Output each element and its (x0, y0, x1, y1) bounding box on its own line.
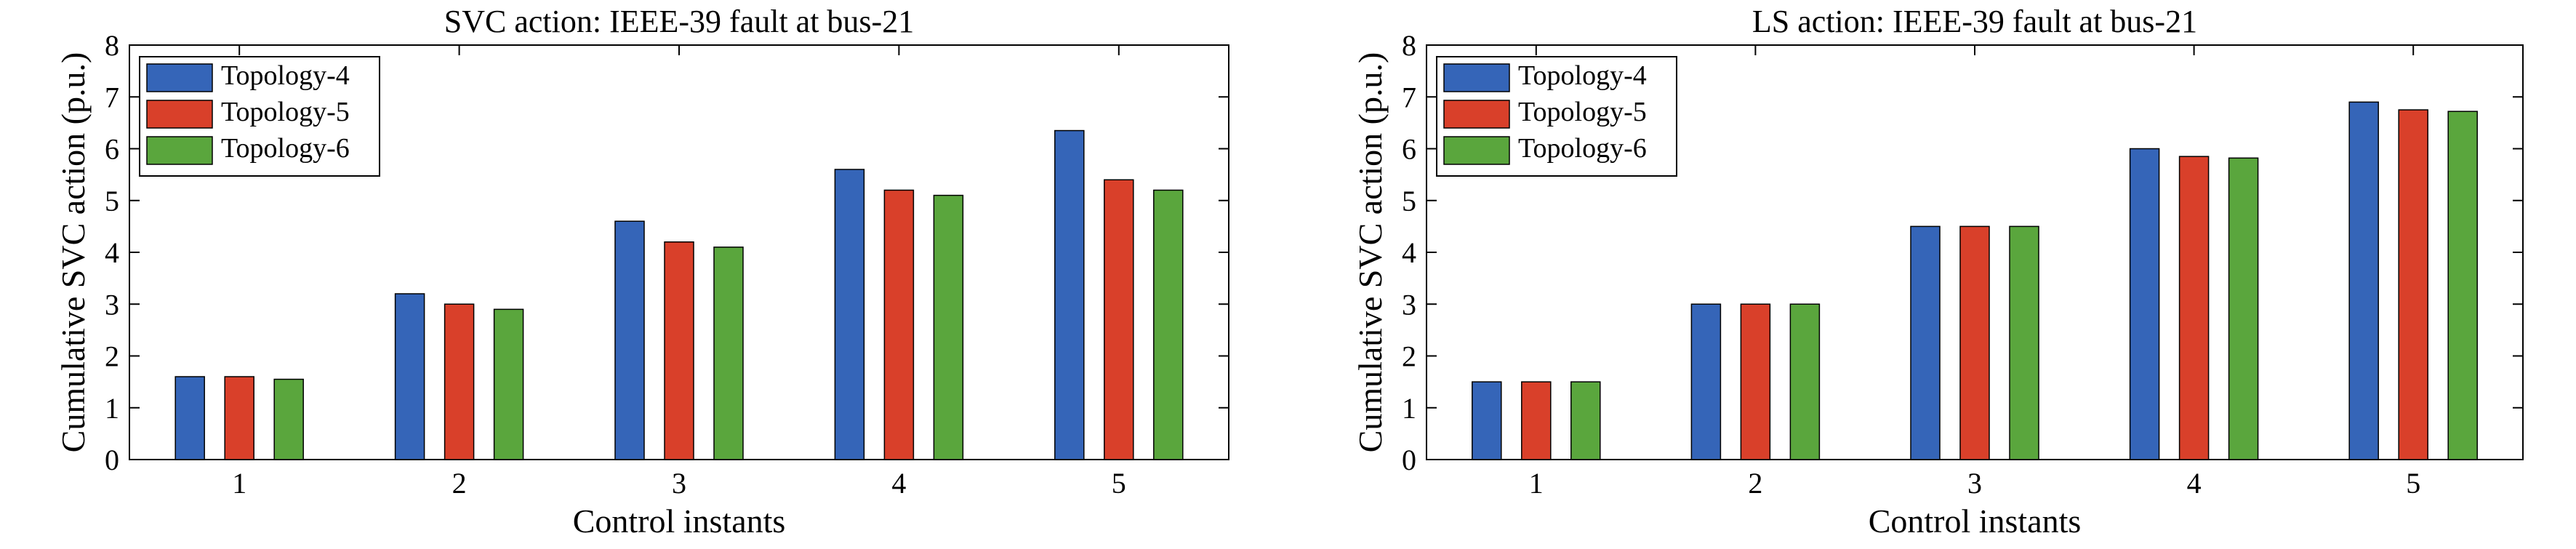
y-tick-label: 2 (1402, 340, 1416, 373)
chart-title: LS action: IEEE-39 fault at bus-21 (1752, 4, 2197, 39)
legend-label: Topology-5 (221, 97, 350, 127)
legend-swatch (1443, 100, 1510, 129)
x-axis-label: Control instants (573, 502, 786, 540)
x-tick-label: 4 (2187, 467, 2202, 500)
y-tick-label: 0 (1402, 444, 1416, 476)
legend-label: Topology-4 (221, 60, 350, 91)
bar-topology-5 (1104, 179, 1134, 460)
x-tick-label: 3 (1967, 467, 1982, 500)
bar-topology-4 (1054, 129, 1085, 460)
bar-topology-5 (883, 189, 915, 460)
y-tick-label: 5 (105, 185, 119, 217)
bar-topology-4 (2129, 148, 2160, 460)
bar-topology-4 (1472, 381, 1502, 460)
x-tick-label: 4 (891, 467, 906, 500)
legend-swatch (146, 136, 213, 165)
legend: Topology-4 Topology-5 Topology-6 (1436, 56, 1677, 177)
bar-topology-4 (1690, 303, 1722, 460)
chart-panel-2: LS action: IEEE-39 fault at bus-21 0 1 2 3 4 5… (1352, 4, 2524, 540)
legend-label: Topology-4 (1518, 60, 1647, 91)
bar-topology-6 (713, 247, 744, 460)
bar-topology-6 (273, 378, 304, 460)
bar-topology-6 (1570, 381, 1601, 460)
bar-topology-5 (224, 376, 254, 460)
x-tick-label: 1 (232, 467, 246, 500)
legend-swatch (1443, 136, 1510, 165)
y-tick-label: 3 (105, 288, 119, 321)
legend: Topology-4 Topology-5 Topology-6 (139, 56, 380, 177)
legend-label: Topology-6 (221, 133, 350, 164)
bar-topology-6 (1789, 303, 1821, 460)
bar-topology-5 (2398, 109, 2428, 460)
x-tick-label: 1 (1529, 467, 1544, 500)
bar-topology-6 (493, 308, 524, 460)
x-tick-label: 3 (672, 467, 686, 500)
y-axis-label: Cumulative SVC action (p.u.) (1352, 52, 1389, 453)
y-tick-label: 2 (105, 340, 119, 373)
bar-topology-6 (2447, 111, 2478, 460)
y-tick-label: 1 (105, 392, 119, 425)
x-tick-label: 5 (1112, 467, 1126, 500)
y-tick-label: 6 (105, 133, 119, 166)
y-tick-label: 3 (1402, 288, 1416, 321)
bar-topology-4 (834, 169, 865, 460)
chart-panel-1: SVC action: IEEE-39 fault at bus-21 0 1 2 3 4… (55, 4, 1229, 540)
x-tick-label: 5 (2406, 467, 2420, 500)
bar-topology-6 (933, 194, 964, 460)
bar-topology-5 (2178, 156, 2210, 460)
bar-topology-5 (1740, 303, 1771, 460)
bar-topology-4 (394, 293, 425, 460)
y-tick-label: 4 (1402, 236, 1416, 269)
bar-topology-5 (444, 303, 475, 460)
bar-topology-5 (1959, 225, 1990, 460)
y-tick-label: 0 (105, 444, 119, 476)
bar-topology-6 (1153, 189, 1184, 460)
x-tick-label: 2 (1748, 467, 1762, 500)
legend-swatch (1443, 63, 1510, 92)
legend-label: Topology-5 (1518, 97, 1647, 127)
y-tick-label: 1 (1402, 392, 1416, 425)
y-tick-label: 7 (105, 81, 119, 113)
bar-topology-5 (1521, 381, 1552, 460)
y-tick-label: 6 (1402, 133, 1416, 166)
y-tick-label: 8 (1402, 29, 1416, 62)
bar-topology-6 (2009, 225, 2039, 460)
x-tick-label: 2 (452, 467, 467, 500)
bar-topology-4 (1910, 225, 1941, 460)
bar-topology-6 (2228, 157, 2259, 460)
chart-title: SVC action: IEEE-39 fault at bus-21 (444, 4, 914, 39)
x-axis-label: Control instants (1869, 502, 2082, 540)
bar-topology-4 (614, 220, 645, 460)
y-tick-label: 5 (1402, 185, 1416, 217)
bar-topology-4 (2348, 101, 2379, 460)
legend-swatch (146, 63, 213, 92)
legend-swatch (146, 100, 213, 129)
legend-label: Topology-6 (1518, 133, 1647, 164)
y-tick-label: 7 (1402, 81, 1416, 113)
bar-topology-5 (664, 241, 694, 460)
y-axis-label: Cumulative SVC action (p.u.) (55, 52, 92, 453)
bar-topology-4 (174, 376, 205, 460)
y-tick-label: 8 (105, 29, 119, 62)
y-tick-label: 4 (105, 236, 119, 269)
